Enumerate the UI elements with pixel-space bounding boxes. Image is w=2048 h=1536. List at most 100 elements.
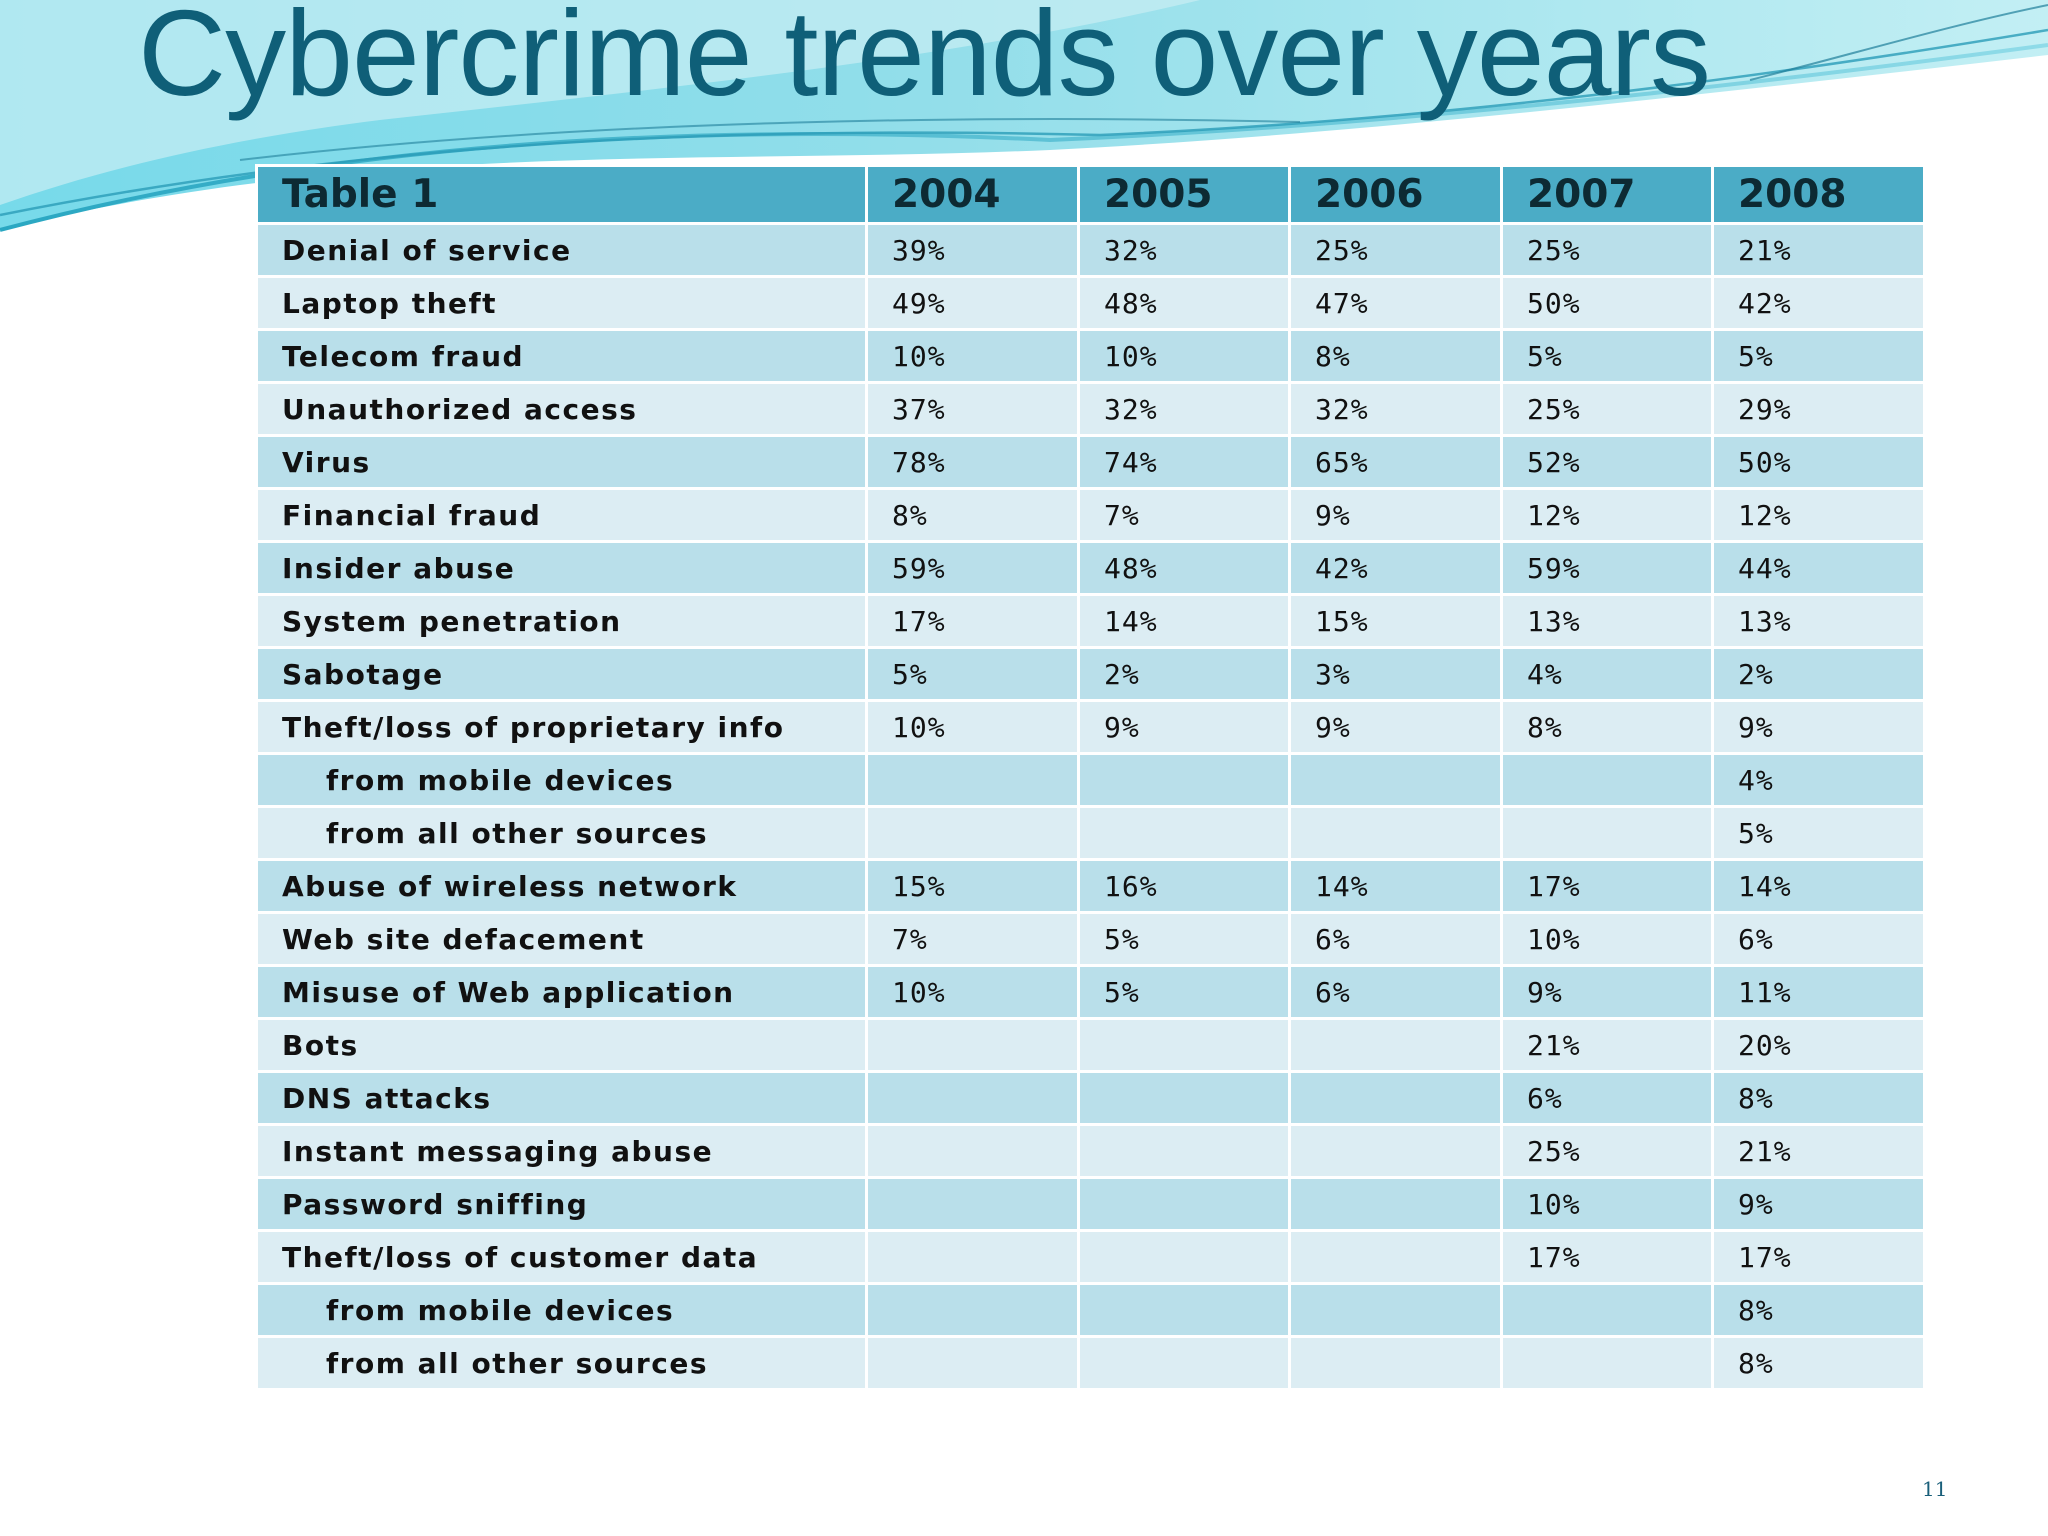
value-cell: 8% xyxy=(1711,1335,1926,1391)
table-row: Bots 21% 20% xyxy=(255,1017,1926,1073)
value-cell xyxy=(1077,1017,1291,1073)
table-row: Theft/loss of customer data 17% 17% xyxy=(255,1229,1926,1285)
value-cell: 10% xyxy=(865,964,1080,1020)
value-cell: 6% xyxy=(1500,1070,1714,1126)
value-cell: 32% xyxy=(1077,381,1291,437)
value-cell xyxy=(1077,1123,1291,1179)
value-cell: 21% xyxy=(1711,1123,1926,1179)
value-cell: 10% xyxy=(1500,1176,1714,1232)
value-cell: 15% xyxy=(865,858,1080,914)
value-cell: 12% xyxy=(1711,487,1926,543)
table-row: Password sniffing 10% 9% xyxy=(255,1176,1926,1232)
table-row: Misuse of Web application 10% 5% 6% 9% 11% xyxy=(255,964,1926,1020)
value-cell xyxy=(1077,752,1291,808)
value-cell: 37% xyxy=(865,381,1080,437)
value-cell: 15% xyxy=(1288,593,1503,649)
table-header: Table 1 2004 2005 2006 2007 2008 xyxy=(255,164,1926,225)
row-label: Virus xyxy=(255,434,868,490)
row-label: Misuse of Web application xyxy=(255,964,868,1020)
value-cell: 25% xyxy=(1500,381,1714,437)
value-cell: 10% xyxy=(1500,911,1714,967)
value-cell: 48% xyxy=(1077,540,1291,596)
row-label: Password sniffing xyxy=(255,1176,868,1232)
cybercrime-table: Table 1 2004 2005 2006 2007 2008 Denial … xyxy=(255,164,1926,1391)
value-cell: 7% xyxy=(865,911,1080,967)
table-row: DNS attacks 6% 8% xyxy=(255,1070,1926,1126)
value-cell xyxy=(865,752,1080,808)
row-label: System penetration xyxy=(255,593,868,649)
value-cell: 6% xyxy=(1288,911,1503,967)
value-cell: 11% xyxy=(1711,964,1926,1020)
header-row: Table 1 2004 2005 2006 2007 2008 xyxy=(255,164,1926,225)
value-cell: 5% xyxy=(1077,911,1291,967)
value-cell: 9% xyxy=(1711,1176,1926,1232)
header-cell-2006: 2006 xyxy=(1288,164,1503,225)
value-cell: 49% xyxy=(865,275,1080,331)
value-cell: 4% xyxy=(1500,646,1714,702)
value-cell xyxy=(865,1123,1080,1179)
row-label: Laptop theft xyxy=(255,275,868,331)
value-cell: 12% xyxy=(1500,487,1714,543)
value-cell xyxy=(865,1282,1080,1338)
table-row: System penetration 17% 14% 15% 13% 13% xyxy=(255,593,1926,649)
value-cell: 50% xyxy=(1711,434,1926,490)
value-cell: 10% xyxy=(865,699,1080,755)
value-cell: 13% xyxy=(1500,593,1714,649)
value-cell: 14% xyxy=(1711,858,1926,914)
value-cell: 14% xyxy=(1077,593,1291,649)
header-cell-2004: 2004 xyxy=(865,164,1080,225)
value-cell xyxy=(865,805,1080,861)
table-row: from all other sources 5% xyxy=(255,805,1926,861)
value-cell xyxy=(1077,1282,1291,1338)
value-cell: 29% xyxy=(1711,381,1926,437)
value-cell: 17% xyxy=(1500,858,1714,914)
value-cell: 8% xyxy=(1288,328,1503,384)
row-label: Abuse of wireless network xyxy=(255,858,868,914)
value-cell: 32% xyxy=(1288,381,1503,437)
header-cell-2008: 2008 xyxy=(1711,164,1926,225)
value-cell xyxy=(1288,1282,1503,1338)
value-cell xyxy=(1077,1335,1291,1391)
table-row: Web site defacement 7% 5% 6% 10% 6% xyxy=(255,911,1926,967)
row-label: Financial fraud xyxy=(255,487,868,543)
value-cell: 25% xyxy=(1288,222,1503,278)
value-cell: 9% xyxy=(1711,699,1926,755)
value-cell: 14% xyxy=(1288,858,1503,914)
value-cell: 9% xyxy=(1288,487,1503,543)
table-row: Virus 78% 74% 65% 52% 50% xyxy=(255,434,1926,490)
value-cell xyxy=(1288,1335,1503,1391)
table-row: from all other sources 8% xyxy=(255,1335,1926,1391)
value-cell: 78% xyxy=(865,434,1080,490)
value-cell: 2% xyxy=(1077,646,1291,702)
value-cell: 13% xyxy=(1711,593,1926,649)
page-number: 11 xyxy=(1922,1477,1948,1501)
value-cell xyxy=(1288,1176,1503,1232)
value-cell: 6% xyxy=(1711,911,1926,967)
value-cell: 52% xyxy=(1500,434,1714,490)
table-row: from mobile devices 8% xyxy=(255,1282,1926,1338)
table-row: Denial of service 39% 32% 25% 25% 21% xyxy=(255,222,1926,278)
table-body: Denial of service 39% 32% 25% 25% 21% Laptop t… xyxy=(255,222,1926,1391)
value-cell xyxy=(1077,1229,1291,1285)
value-cell xyxy=(1288,752,1503,808)
value-cell: 20% xyxy=(1711,1017,1926,1073)
value-cell: 2% xyxy=(1711,646,1926,702)
table-row: Unauthorized access 37% 32% 32% 25% 29% xyxy=(255,381,1926,437)
table-row: Abuse of wireless network 15% 16% 14% 17% 14% xyxy=(255,858,1926,914)
value-cell: 21% xyxy=(1500,1017,1714,1073)
background-swoosh xyxy=(0,0,2048,232)
value-cell xyxy=(1077,1176,1291,1232)
row-label: from mobile devices xyxy=(255,752,868,808)
table-row: Financial fraud 8% 7% 9% 12% 12% xyxy=(255,487,1926,543)
table-row: Sabotage 5% 2% 3% 4% 2% xyxy=(255,646,1926,702)
value-cell: 25% xyxy=(1500,1123,1714,1179)
value-cell: 59% xyxy=(1500,540,1714,596)
value-cell: 10% xyxy=(1077,328,1291,384)
value-cell xyxy=(1288,1229,1503,1285)
value-cell: 21% xyxy=(1711,222,1926,278)
value-cell: 5% xyxy=(865,646,1080,702)
value-cell: 16% xyxy=(1077,858,1291,914)
value-cell: 42% xyxy=(1711,275,1926,331)
value-cell xyxy=(1077,1070,1291,1126)
value-cell: 5% xyxy=(1711,328,1926,384)
